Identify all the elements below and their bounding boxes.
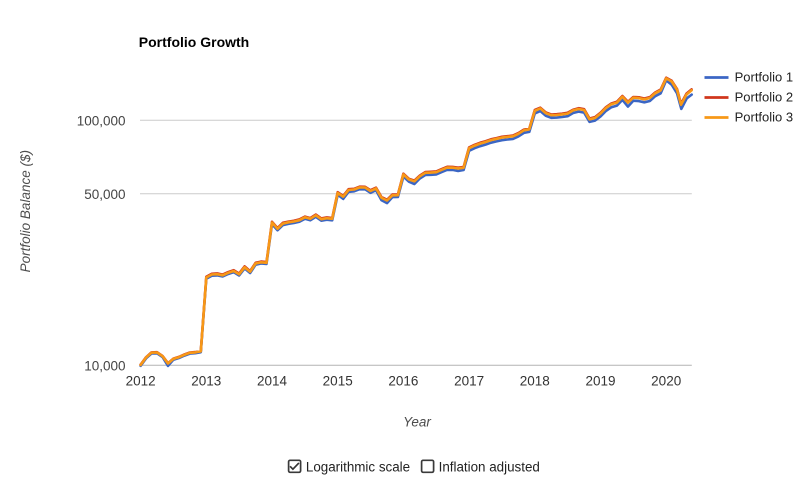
svg-text:Portfolio 1: Portfolio 1 bbox=[735, 70, 794, 85]
svg-text:Portfolio Balance ($): Portfolio Balance ($) bbox=[18, 150, 33, 272]
svg-text:10,000: 10,000 bbox=[84, 358, 125, 373]
svg-text:Logarithmic scale: Logarithmic scale bbox=[306, 459, 410, 474]
svg-text:2017: 2017 bbox=[454, 374, 484, 389]
svg-text:2014: 2014 bbox=[257, 374, 288, 389]
svg-text:Portfolio 3: Portfolio 3 bbox=[735, 110, 794, 125]
svg-text:2012: 2012 bbox=[126, 374, 156, 389]
svg-text:Portfolio Growth: Portfolio Growth bbox=[139, 34, 249, 50]
svg-text:2020: 2020 bbox=[651, 374, 681, 389]
svg-text:50,000: 50,000 bbox=[84, 187, 125, 202]
svg-text:Portfolio 2: Portfolio 2 bbox=[735, 90, 794, 105]
svg-text:2019: 2019 bbox=[585, 374, 615, 389]
svg-text:2013: 2013 bbox=[191, 374, 221, 389]
svg-text:2015: 2015 bbox=[323, 374, 353, 389]
svg-text:2016: 2016 bbox=[388, 374, 418, 389]
svg-text:Year: Year bbox=[403, 415, 431, 430]
svg-text:100,000: 100,000 bbox=[77, 113, 126, 128]
svg-text:Inflation adjusted: Inflation adjusted bbox=[439, 459, 540, 474]
svg-text:2018: 2018 bbox=[520, 374, 550, 389]
